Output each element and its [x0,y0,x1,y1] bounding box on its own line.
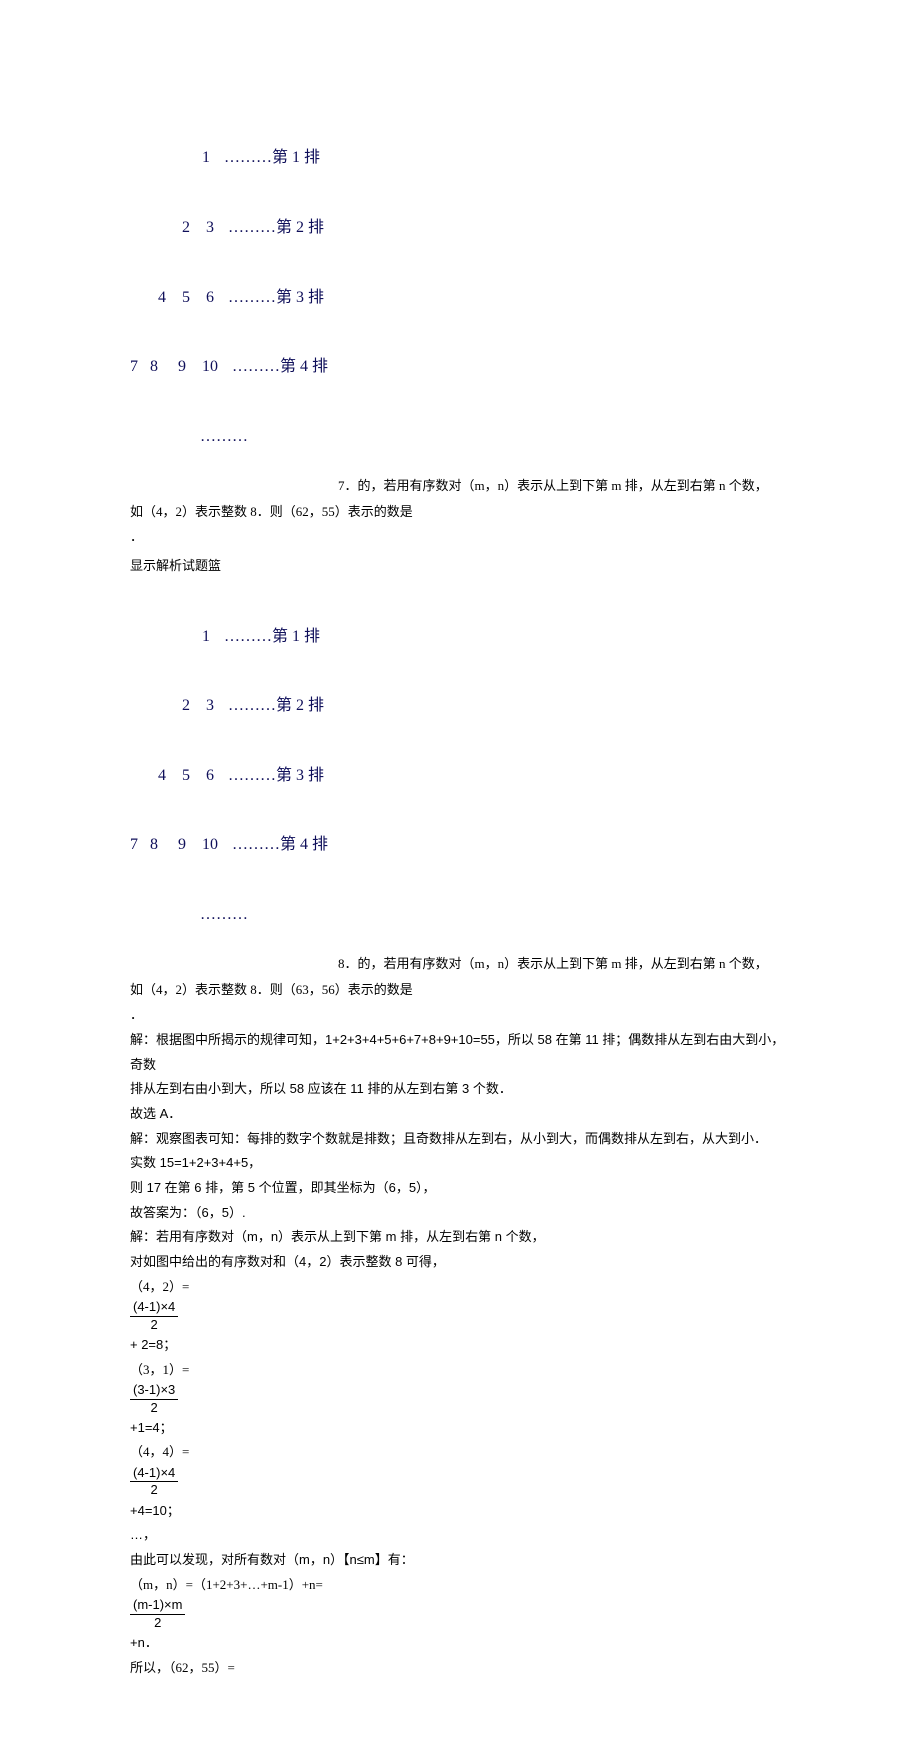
tri1-r2: 2 3 [182,219,214,236]
tri1-r4: 7 8 9 10 [130,358,218,375]
sol2-l3: 则 17 在第 6 排，第 5 个位置，即其坐标为（6，5）， [130,1176,790,1201]
q7-dot: ． [130,525,790,550]
tri2-lab1: ………第 1 排 [224,628,320,645]
links-row: 显示解析试题篮 [130,554,790,579]
sol3-l4: 所以，（62，55）= [130,1656,790,1681]
tri2-dots: ……… [200,906,248,923]
sol2-l1: 解：观察图表可知：每排的数字个数就是排数；且奇数排从左到右，从小到大，而偶数排从… [130,1127,790,1152]
q8-line2: 如（4，2）表示整数 8．则（63，56）表示的数是 [130,978,790,1003]
frac3-den: 2 [130,1482,178,1498]
sol3-p31a: （3，1）= [130,1358,790,1383]
sol2-l4: 故答案为：（6，5）. [130,1201,790,1226]
frac1-den: 2 [130,1317,178,1333]
sol3-p31b: +1=4； [130,1416,790,1441]
sol3-pmna: （m，n）=（1+2+3+…+m-1）+n= [130,1573,790,1598]
sol1-l2: 排从左到右由小到大，所以 58 应该在 11 排的从左到右第 3 个数． [130,1077,790,1102]
tri1-lab2: ………第 2 排 [228,219,324,236]
tri2-lab3: ………第 3 排 [228,767,324,784]
sol3-l2: 对如图中给出的有序数对和（4，2）表示整数 8 可得， [130,1250,790,1275]
tri1-lab1: ………第 1 排 [224,149,320,166]
triangle-figure-1: 1 ………第 1 排 2 3 ………第 2 排 4 5 6 ………第 3 排 7 8 … [130,100,790,500]
basket-link[interactable]: 试题篮 [182,558,221,573]
sol3-p42b: + 2=8； [130,1333,790,1358]
tri2-lab2: ………第 2 排 [228,697,324,714]
tri1-dots: ……… [200,428,248,445]
q7-lead: 7．的，若用有序数对（m，n）表示从上到下第 m 排，从左到右第 n 个数， [338,474,768,501]
tri1-r1: 1 [202,149,210,166]
sol3-p44b: +4=10； [130,1499,790,1524]
tri2-lab4: ………第 4 排 [232,836,328,853]
tri2-r1: 1 [202,628,210,645]
frac2-den: 2 [130,1400,178,1416]
triangle-figure-2: 1 ………第 1 排 2 3 ………第 2 排 4 5 6 ………第 3 排 7 8 … [130,578,790,978]
tri2-r4: 7 8 9 10 [130,836,218,853]
tri1-lab4: ………第 4 排 [232,358,328,375]
sol3-p44a: （4，4）= [130,1440,790,1465]
tri1-lab3: ………第 3 排 [228,289,324,306]
frac-4: (m-1)×m2 [130,1597,790,1631]
q7-line2: 如（4，2）表示整数 8．则（62，55）表示的数是 [130,500,790,525]
frac-1: (4-1)×42 [130,1299,790,1333]
frac3-num: (4-1)×4 [130,1465,178,1482]
tri2-r2: 2 3 [182,697,214,714]
sol3-l1: 解：若用有序数对（m，n）表示从上到下第 m 排，从左到右第 n 个数， [130,1225,790,1250]
tri1-r3: 4 5 6 [158,289,214,306]
frac4-den: 2 [130,1615,185,1631]
sol3-pmnb: +n． [130,1631,790,1656]
frac-3: (4-1)×42 [130,1465,790,1499]
sol3-l3: 由此可以发现，对所有数对（m，n）【n≤m】有： [130,1548,790,1573]
triangle-rows-2: 1 ………第 1 排 2 3 ………第 2 排 4 5 6 ………第 3 排 7 8 … [130,578,328,972]
sol2-l2: 实数 15=1+2+3+4+5， [130,1151,790,1176]
sol3-p42a: （4，2）= [130,1275,790,1300]
sol1-l1: 解：根据图中所揭示的规律可知，1+2+3+4+5+6+7+8+9+10=55，所… [130,1028,790,1077]
sol1-l3: 故选 A． [130,1102,790,1127]
q8-dot: ． [130,1003,790,1028]
q8-lead: 8．的，若用有序数对（m，n）表示从上到下第 m 排，从左到右第 n 个数， [338,952,768,979]
triangle-rows-1: 1 ………第 1 排 2 3 ………第 2 排 4 5 6 ………第 3 排 7 8 … [130,100,328,494]
frac2-num: (3-1)×3 [130,1382,178,1399]
frac4-num: (m-1)×m [130,1597,185,1614]
sol3-ell: …， [130,1523,790,1548]
show-analysis-link[interactable]: 显示解析 [130,558,182,573]
tri2-r3: 4 5 6 [158,767,214,784]
frac-2: (3-1)×32 [130,1382,790,1416]
